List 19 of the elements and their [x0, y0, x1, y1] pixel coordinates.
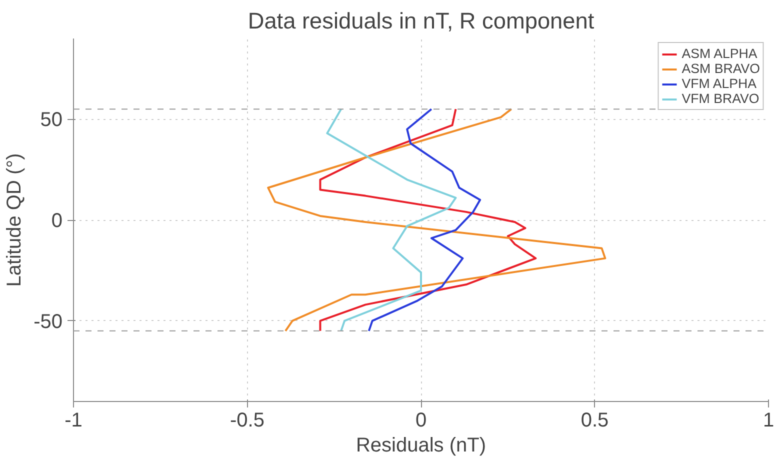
line-series	[326, 108, 457, 332]
x-tick-label: -1	[64, 410, 82, 432]
legend-label: ASM BRAVO	[682, 61, 760, 76]
legend-label: VFM BRAVO	[682, 91, 760, 106]
x-tick-label: -0.5	[230, 410, 264, 432]
line-series	[368, 108, 482, 332]
y-axis-title: Latitude QD (°)	[4, 153, 26, 287]
legend-label: ASM ALPHA	[682, 46, 758, 61]
line-series	[267, 108, 606, 332]
x-tick-label: 0	[415, 410, 427, 432]
x-tick-label: 1	[762, 410, 774, 432]
chart-title: Data residuals in nT, R component	[248, 8, 595, 34]
y-tick-label: -50	[34, 310, 62, 333]
y-tick-label: 0	[51, 210, 62, 232]
x-axis-title: Residuals (nT)	[356, 434, 486, 456]
line-series	[319, 108, 537, 332]
x-tick-label: 0.5	[580, 410, 609, 432]
legend-label: VFM ALPHA	[682, 76, 757, 91]
y-tick-label: 50	[40, 109, 63, 132]
